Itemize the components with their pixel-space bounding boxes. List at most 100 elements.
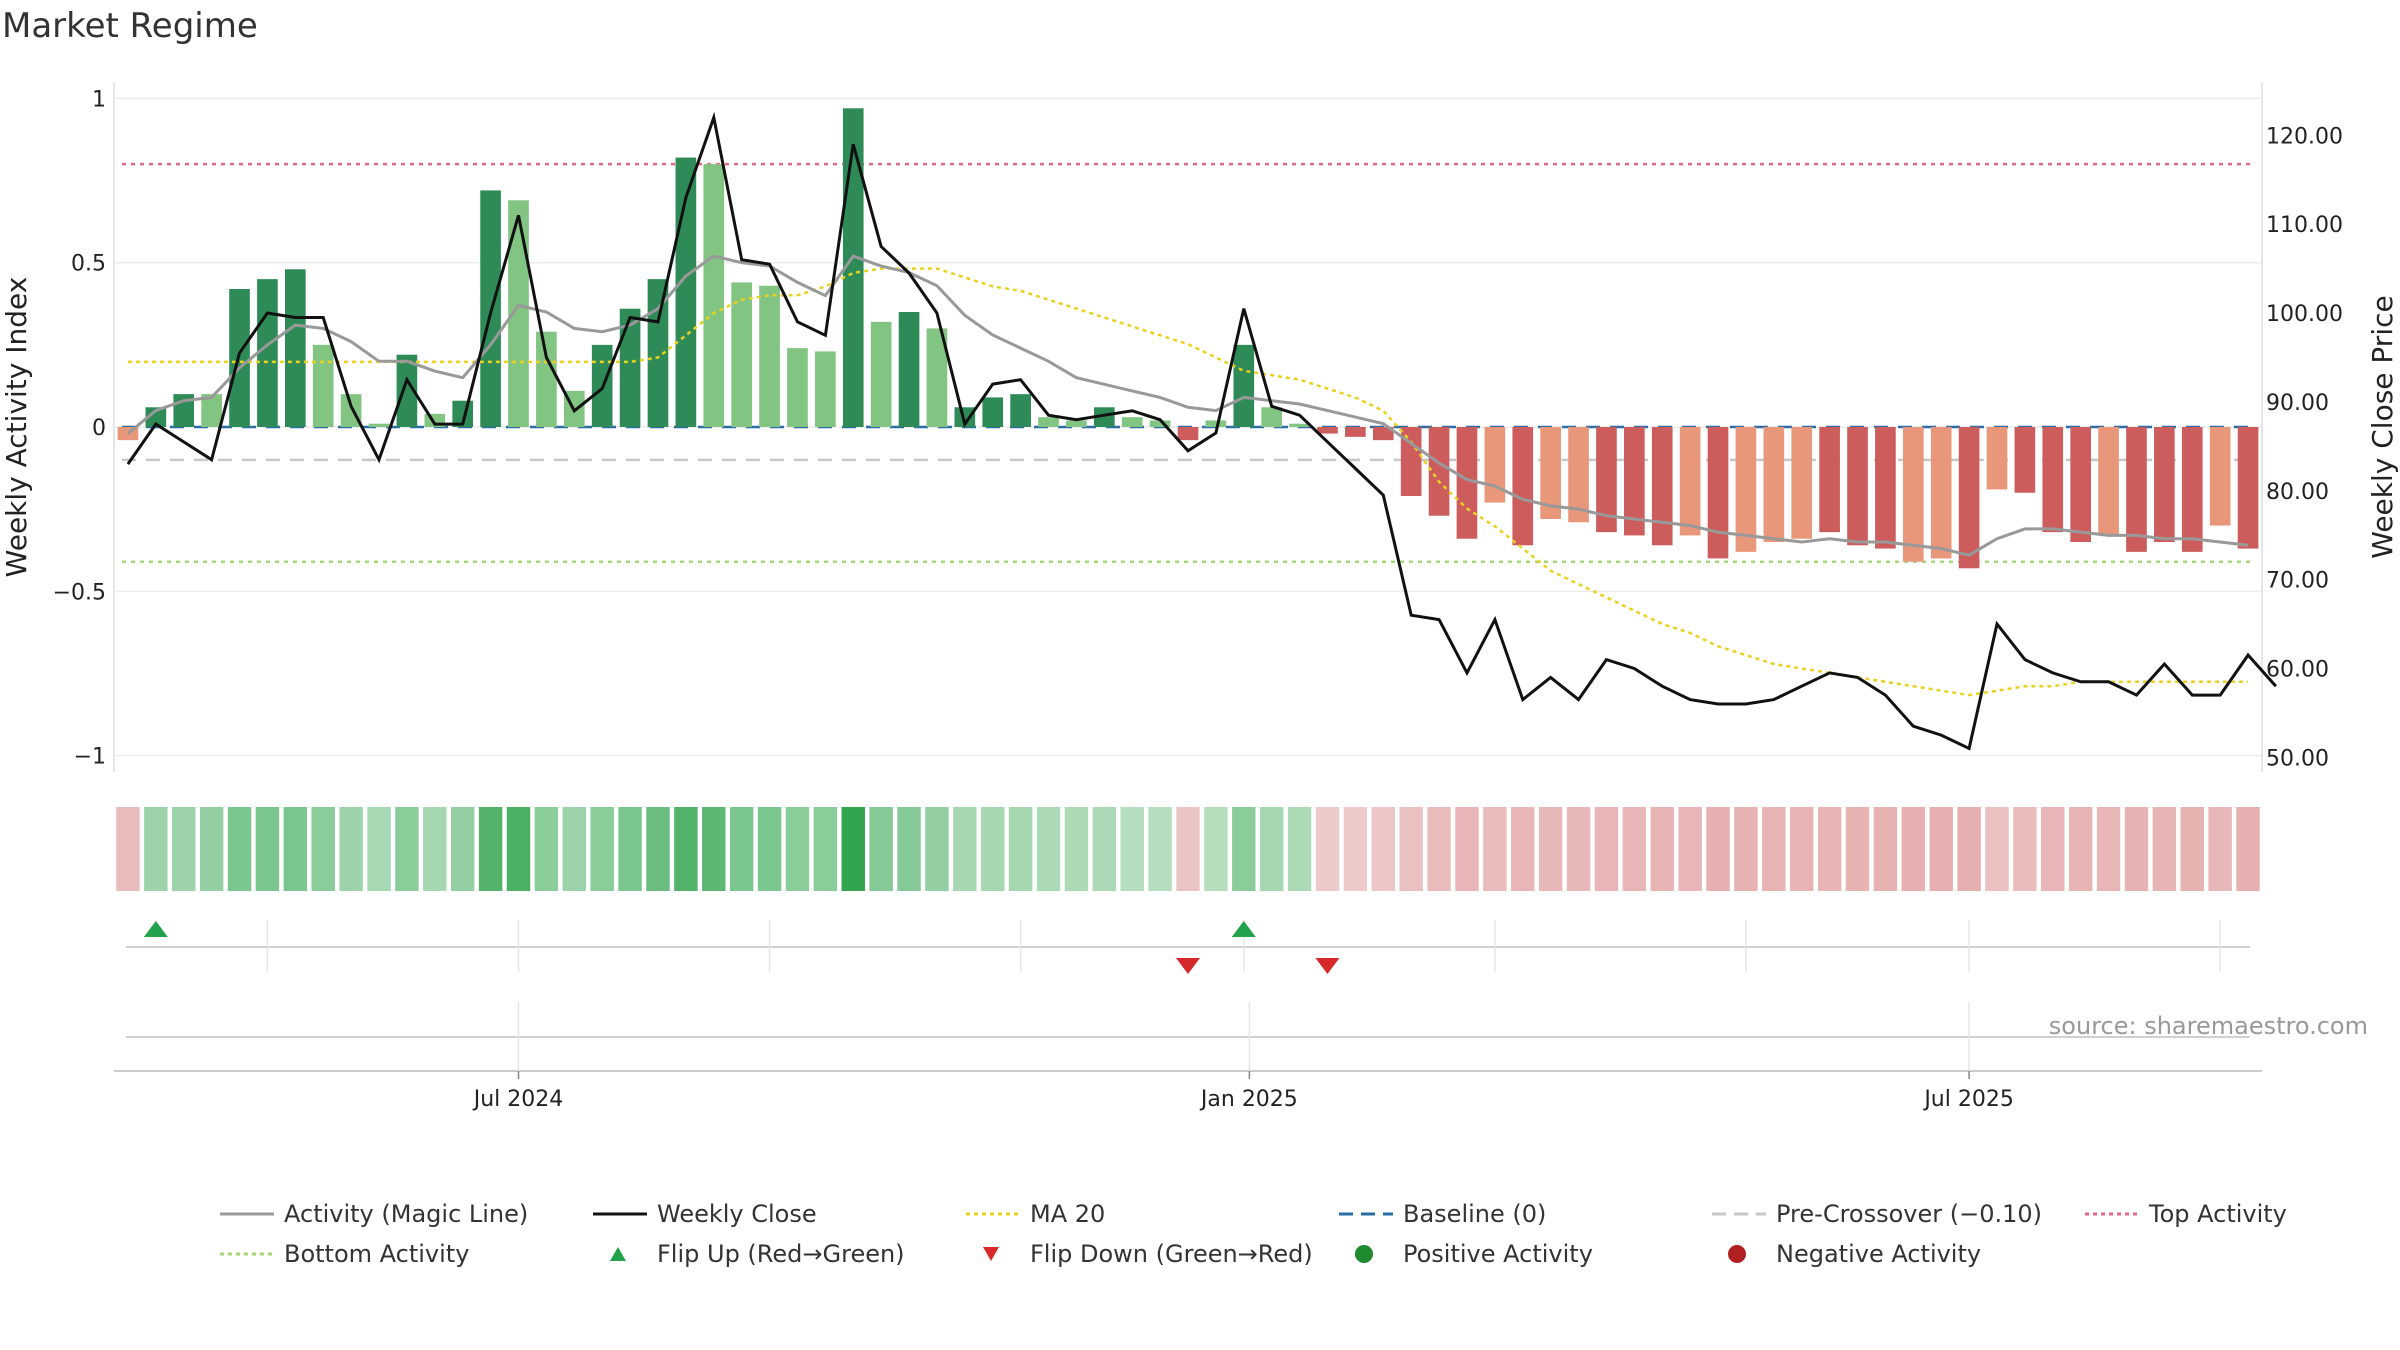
activity-bar bbox=[2181, 427, 2203, 552]
legend-label: Negative Activity bbox=[1776, 1240, 1982, 1268]
activity-bar bbox=[1372, 427, 1394, 441]
strip-cell bbox=[1706, 807, 1730, 891]
activity-bar bbox=[2154, 427, 2175, 542]
line-swatch-icon bbox=[1329, 1204, 1399, 1224]
strip-cell bbox=[1343, 807, 1368, 891]
activity-bar bbox=[201, 394, 222, 427]
flip-events-panel bbox=[126, 920, 2250, 974]
y2-tick-label: 70.00 bbox=[2266, 569, 2329, 594]
activity-bar bbox=[1400, 427, 1422, 496]
strip-cell bbox=[1985, 807, 2009, 891]
activity-bar bbox=[870, 321, 892, 427]
activity-bar bbox=[536, 331, 557, 427]
activity-bar bbox=[1847, 427, 1868, 546]
activity-bar bbox=[1289, 423, 1310, 427]
strip-cell bbox=[1957, 807, 1981, 891]
activity-bar bbox=[1317, 427, 1338, 434]
strip-cell bbox=[1678, 807, 1702, 891]
page-title: Market Regime bbox=[2, 6, 258, 46]
y-tick-label: −1 bbox=[74, 745, 106, 770]
activity-bar bbox=[982, 397, 1004, 427]
activity-bar bbox=[1261, 407, 1283, 427]
flip-down-marker bbox=[1176, 958, 1200, 974]
activity-bar bbox=[2237, 427, 2259, 549]
dot-icon bbox=[1702, 1244, 1772, 1264]
strip-cell bbox=[1455, 807, 1479, 891]
triangle-up-icon bbox=[583, 1244, 653, 1264]
strip-cell bbox=[172, 807, 196, 891]
strip-cell bbox=[534, 807, 559, 891]
line-swatch-icon bbox=[583, 1204, 653, 1224]
strip-cell bbox=[562, 807, 587, 891]
strip-cell bbox=[813, 807, 838, 891]
y2-tick-label: 60.00 bbox=[2266, 657, 2329, 682]
strip-cell bbox=[1873, 807, 1898, 891]
strip-cell bbox=[646, 807, 670, 891]
activity-bar bbox=[787, 348, 808, 427]
legend-label: Activity (Magic Line) bbox=[284, 1200, 529, 1228]
legend-item: Weekly Close bbox=[583, 1198, 956, 1230]
strip-cell bbox=[1148, 807, 1172, 891]
x-tick-label: Jan 2025 bbox=[1199, 1087, 1298, 1112]
strip-cell bbox=[1483, 807, 1507, 891]
activity-bar bbox=[926, 328, 948, 427]
flip-up-marker bbox=[1231, 921, 1256, 937]
activity-bar bbox=[396, 354, 418, 427]
y-tick-label: −0.5 bbox=[53, 580, 106, 605]
activity-bar bbox=[1121, 417, 1143, 427]
activity-bar bbox=[1233, 344, 1255, 427]
strip-cell bbox=[953, 807, 977, 891]
strip-cell bbox=[1538, 807, 1563, 891]
strip-cell bbox=[925, 807, 949, 891]
flip-up-marker bbox=[143, 921, 168, 937]
activity-bar bbox=[1791, 427, 1813, 539]
weekly-close-line bbox=[126, 111, 2278, 751]
dot-icon bbox=[1329, 1244, 1399, 1264]
strip-cell bbox=[618, 807, 642, 891]
legend-label: Flip Down (Green→Red) bbox=[1030, 1240, 1313, 1268]
strip-cell bbox=[729, 807, 754, 891]
activity-bar bbox=[1428, 427, 1450, 516]
strip-cell bbox=[367, 807, 391, 891]
legend-item: Top Activity bbox=[2075, 1198, 2335, 1230]
strip-cell bbox=[869, 807, 893, 891]
strip-cell bbox=[423, 807, 447, 891]
left-y-axis: 1 0.5 0 −0.5 −1 bbox=[53, 87, 106, 769]
activity-bar bbox=[647, 279, 669, 427]
strip-cell bbox=[1427, 807, 1451, 891]
legend-label: Pre-Crossover (−0.10) bbox=[1776, 1200, 2043, 1228]
legend-item: Pre-Crossover (−0.10) bbox=[1702, 1198, 2075, 1230]
strip-cell bbox=[1092, 807, 1117, 891]
right-y-axis: 120.00 110.00 100.00 90.00 80.00 70.00 60.00 50… bbox=[2266, 124, 2343, 771]
y-tick-label: 0 bbox=[92, 416, 106, 441]
activity-bar bbox=[1177, 427, 1199, 441]
activity-bar bbox=[2098, 427, 2119, 536]
strip-cell bbox=[116, 807, 140, 891]
activity-bar bbox=[1512, 427, 1534, 546]
legend-item: MA 20 bbox=[956, 1198, 1329, 1230]
strip-cell bbox=[1232, 807, 1256, 891]
activity-bar bbox=[1484, 427, 1506, 503]
activity-bar bbox=[954, 407, 976, 427]
strip-cell bbox=[1901, 807, 1926, 891]
activity-bar bbox=[1624, 427, 1645, 536]
y-tick-label: 0.5 bbox=[71, 252, 106, 277]
strip-cell bbox=[1204, 807, 1228, 891]
strip-cell bbox=[478, 807, 503, 891]
strip-cell bbox=[506, 807, 531, 891]
strip-cell bbox=[1622, 807, 1647, 891]
y2-tick-label: 110.00 bbox=[2266, 213, 2343, 238]
activity-bar bbox=[312, 344, 334, 427]
strip-cell bbox=[1594, 807, 1619, 891]
legend-label: Baseline (0) bbox=[1403, 1200, 1547, 1228]
line-swatch-icon bbox=[1702, 1204, 1772, 1224]
activity-bar bbox=[1456, 427, 1478, 539]
y2-tick-label: 80.00 bbox=[2266, 480, 2329, 505]
strip-cell bbox=[1008, 807, 1033, 891]
y-axis-title-right: Weekly Close Price bbox=[2366, 295, 2399, 558]
strip-cell bbox=[1064, 807, 1089, 891]
activity-bar bbox=[1540, 427, 1561, 519]
heat-strip bbox=[116, 807, 2260, 891]
y2-tick-label: 90.00 bbox=[2266, 391, 2329, 416]
strip-cell bbox=[1762, 807, 1786, 891]
